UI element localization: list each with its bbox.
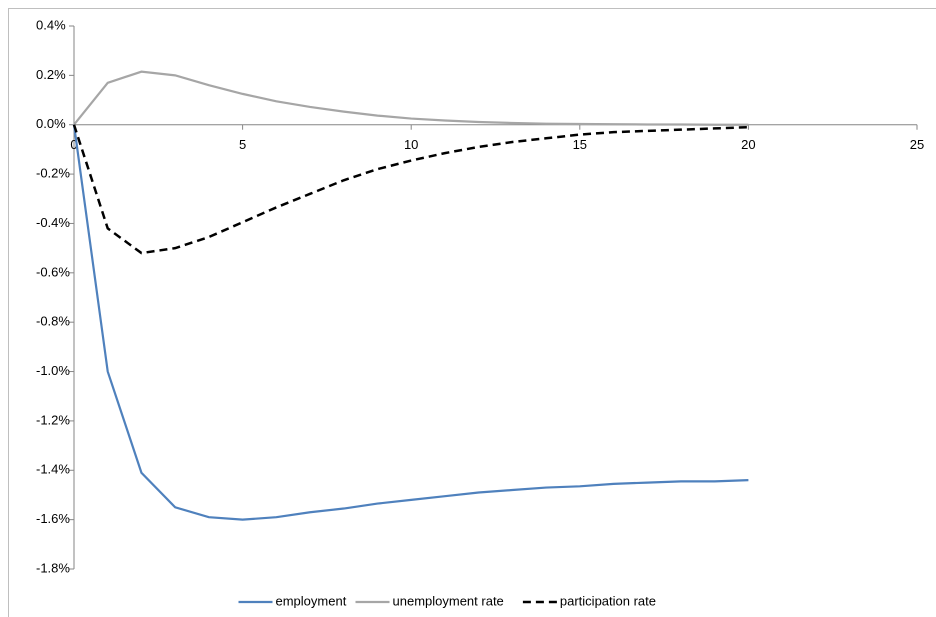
x-tick-label: 5: [239, 137, 246, 152]
x-tick-label: 20: [741, 137, 755, 152]
legend-label: unemployment rate: [393, 593, 504, 608]
series-line: [72, 124, 749, 255]
y-tick-label: -0.6%: [36, 264, 70, 279]
x-tick-label: 10: [404, 137, 418, 152]
y-tick-label: 0.4%: [36, 17, 66, 32]
y-tick-label: -0.8%: [36, 314, 70, 329]
y-tick-label: -1.4%: [36, 462, 70, 477]
y-tick-label: -0.4%: [36, 215, 70, 230]
y-tick-label: -0.2%: [36, 166, 70, 181]
y-tick-label: -1.2%: [36, 412, 70, 427]
series-line: [73, 70, 749, 126]
x-tick-label: 0: [70, 137, 77, 152]
y-tick-label: 0.2%: [36, 67, 66, 82]
x-tick-label: 25: [910, 137, 924, 152]
y-tick-label: -1.6%: [36, 511, 70, 526]
y-tick-label: -1.8%: [36, 560, 70, 575]
series-line: [72, 124, 749, 521]
y-tick-label: -1.0%: [36, 363, 70, 378]
legend-label: employment: [276, 593, 347, 608]
y-tick-label: 0.0%: [36, 116, 66, 131]
legend-label: participation rate: [560, 593, 656, 608]
chart-frame: [8, 8, 936, 617]
x-tick-label: 15: [573, 137, 587, 152]
